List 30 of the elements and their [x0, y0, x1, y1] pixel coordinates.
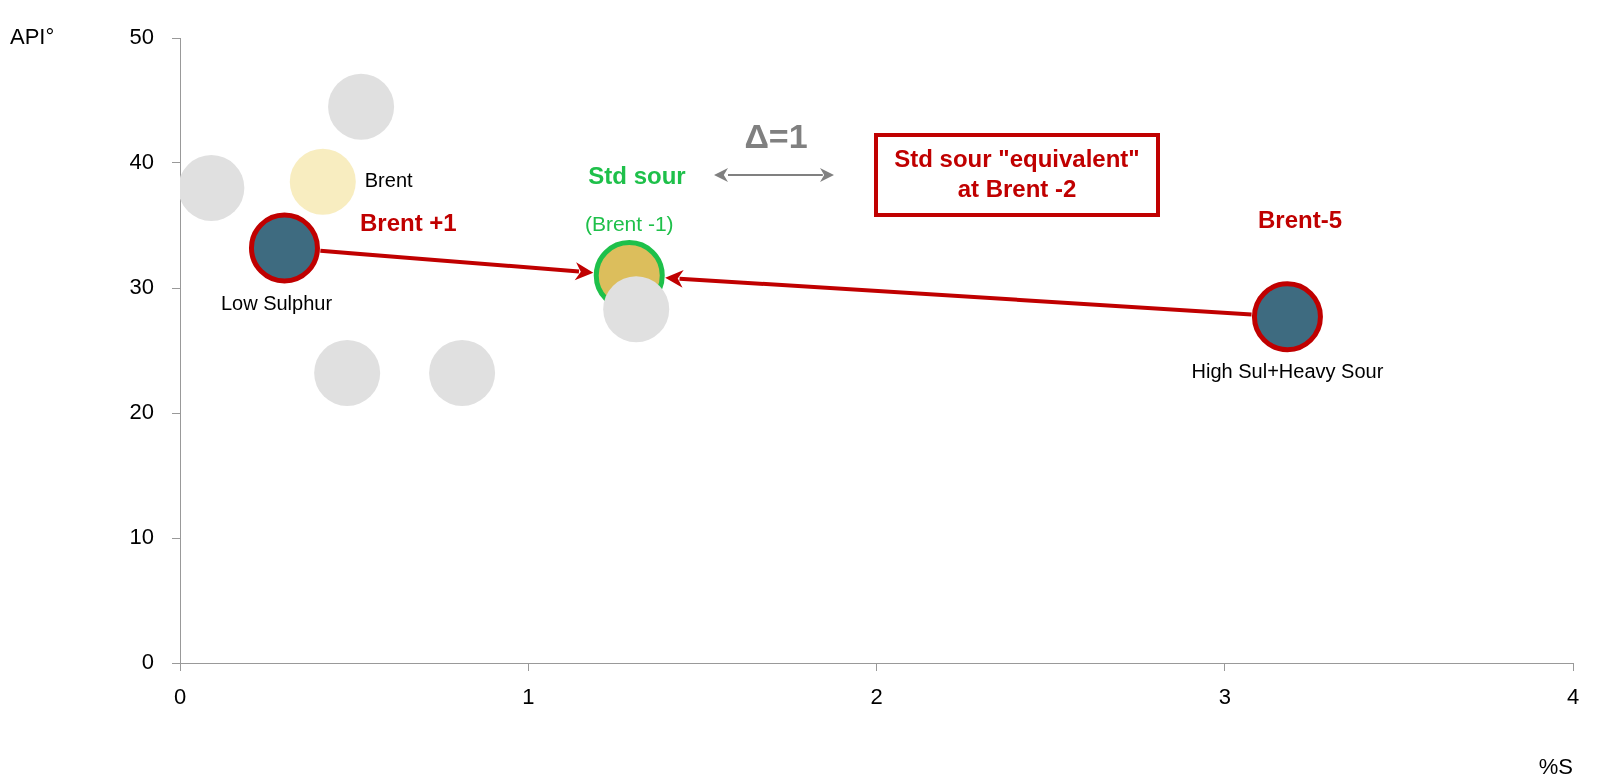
point — [429, 340, 496, 406]
annotation: Δ=1 — [744, 117, 808, 156]
x-tick-label: 2 — [870, 684, 883, 710]
y-tick-label: 40 — [129, 149, 154, 175]
annotation: Std sour "equivalent" at Brent -2 — [894, 144, 1140, 202]
point — [248, 212, 320, 284]
y-tick-label: 30 — [129, 274, 154, 300]
point — [289, 148, 356, 215]
y-tick-label: 10 — [129, 524, 154, 550]
x-tick-label: 0 — [173, 684, 187, 710]
y-axis-title: API° — [10, 24, 55, 50]
x-tick-label: 1 — [522, 684, 535, 710]
annotation: Brent +1 — [360, 208, 457, 236]
x-tick-label: 4 — [1566, 684, 1580, 710]
point — [603, 276, 670, 343]
point — [180, 155, 245, 221]
point — [328, 73, 395, 140]
y-tick-label: 0 — [141, 649, 154, 675]
annotation: Brent — [364, 169, 414, 192]
point — [314, 340, 381, 406]
x-tick-label: 3 — [1218, 684, 1231, 710]
y-tick-label: 50 — [129, 24, 154, 50]
y-tick-label: 20 — [129, 399, 154, 425]
annotation: (Brent -1) — [584, 212, 674, 236]
annotation: Std sour — [588, 161, 686, 189]
annotation: High Sul+Heavy Sour — [1191, 360, 1384, 383]
annotation: Brent-5 — [1257, 205, 1343, 233]
x-axis-title: %S — [1538, 754, 1573, 780]
annotation: Low Sulphur — [220, 291, 333, 314]
point — [1251, 281, 1323, 353]
